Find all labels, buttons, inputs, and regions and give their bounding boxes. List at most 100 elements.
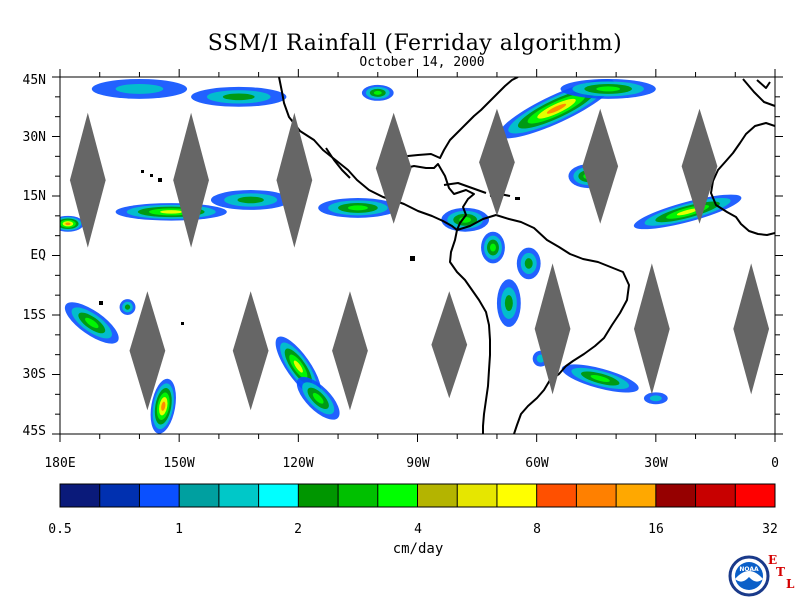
lat-label-45s: 45S — [22, 424, 46, 439]
rain-band — [150, 378, 176, 434]
rain-band-level — [649, 395, 662, 402]
rain-band — [560, 78, 656, 99]
missing-data-swath — [681, 108, 718, 224]
rain-band-level — [524, 258, 533, 269]
rain-band-level — [590, 374, 610, 382]
rain-band-level — [237, 196, 264, 204]
lat-label-15n: 15N — [22, 189, 46, 204]
noaa-logo: NOAA E T L — [728, 553, 795, 599]
rain-band-level — [222, 93, 255, 101]
rain-band-level — [546, 103, 567, 114]
island-galapagos — [410, 256, 415, 261]
colorbar-swatch — [536, 484, 577, 507]
colorbar-swatch — [258, 484, 299, 507]
coast-south-america — [456, 214, 630, 434]
island-hawaii — [150, 174, 153, 177]
etl-letter: T — [776, 565, 785, 579]
rain-band-level — [489, 243, 496, 252]
missing-data-swath — [173, 112, 209, 248]
coast-baja — [325, 147, 351, 179]
missing-data-swath — [582, 108, 619, 224]
rain-band-level — [115, 83, 164, 94]
rain-band-level — [676, 208, 699, 216]
missing-data-swath — [69, 112, 106, 248]
rain-band-level — [312, 392, 324, 404]
rain-band — [91, 78, 188, 99]
lon-label-150w: 150W — [163, 456, 195, 471]
rain-band — [496, 279, 521, 327]
rain-band-level — [124, 304, 131, 310]
etl-letter: E — [768, 553, 778, 567]
rain-band-level — [160, 210, 183, 214]
rain-band — [516, 247, 541, 280]
colorbar-tick-label: 16 — [648, 522, 664, 537]
colorbar-tick-label: 32 — [762, 522, 778, 537]
axis-ticks — [52, 69, 783, 442]
colorbar-swatch — [735, 484, 776, 507]
no-data-swaths — [69, 108, 770, 411]
rain-band — [361, 84, 394, 101]
lon-label-120w: 120W — [282, 456, 314, 471]
rain-band-level — [504, 295, 513, 312]
rain-band — [119, 299, 136, 316]
rain-band-level — [293, 360, 303, 373]
missing-data-swath — [276, 112, 313, 248]
lat-label-15s: 15S — [22, 308, 46, 323]
rain-band — [643, 392, 668, 405]
rain-band-level — [596, 86, 621, 92]
chart-title: SSM/I Rainfall (Ferriday algorithm) — [207, 31, 623, 56]
missing-data-swath — [232, 291, 269, 411]
lat-label-45n: 45N — [22, 73, 46, 88]
missing-data-swath — [534, 263, 571, 395]
islands — [99, 170, 520, 325]
colorbar-swatch — [338, 484, 379, 507]
rain-band — [64, 302, 119, 344]
colorbar-tick-label: 0.5 — [48, 522, 72, 537]
rain-band — [210, 190, 291, 210]
chart-subtitle: October 14, 2000 — [359, 55, 485, 70]
missing-data-swath — [129, 291, 166, 411]
lon-label-0: 0 — [771, 456, 779, 471]
rain-band — [561, 364, 639, 393]
rain-band-level — [65, 222, 71, 226]
colorbar-tick-label: 2 — [294, 522, 302, 537]
island-hawaii — [141, 170, 144, 173]
colorbar-swatch — [457, 484, 498, 507]
rain-band-level — [161, 401, 166, 411]
rain-band — [191, 86, 287, 107]
rain-band — [318, 197, 398, 218]
coast-british-isles — [756, 79, 771, 89]
lon-label-90w: 90W — [406, 456, 430, 471]
lon-label-60w: 60W — [525, 456, 549, 471]
colorbar-swatch — [139, 484, 180, 507]
island-pacific — [181, 322, 184, 325]
coast-cuba — [443, 182, 487, 194]
colorbar-swatch — [298, 484, 339, 507]
missing-data-swath — [479, 108, 515, 216]
colorbar-swatch — [377, 484, 418, 507]
coast-north-africa — [710, 122, 775, 236]
missing-data-swath — [375, 112, 412, 224]
rain-band — [481, 231, 505, 264]
coast-north-america-west — [278, 77, 458, 231]
colorbar-swatch — [218, 484, 260, 507]
colorbar-swatch — [417, 484, 458, 507]
colorbar-tick-label: 8 — [533, 522, 541, 537]
lon-label-30w: 30W — [644, 456, 668, 471]
colorbar-swatch — [179, 484, 220, 507]
etl-letter: L — [786, 577, 795, 591]
missing-data-swath — [332, 291, 368, 411]
lat-label-eq: EQ — [30, 248, 46, 263]
island-hawaii — [158, 178, 162, 182]
rain-band-level — [85, 317, 99, 329]
colorbar-tick-label: 4 — [414, 522, 422, 537]
colorbar-units: cm/day — [392, 541, 444, 557]
missing-data-swath — [733, 263, 770, 395]
colorbar-swatch — [576, 484, 617, 507]
rain-band — [60, 215, 84, 232]
noaa-seal-icon: NOAA — [728, 555, 770, 597]
colorbar-swatch — [99, 484, 140, 507]
missing-data-swath — [431, 291, 468, 399]
island-pacific — [99, 301, 103, 305]
